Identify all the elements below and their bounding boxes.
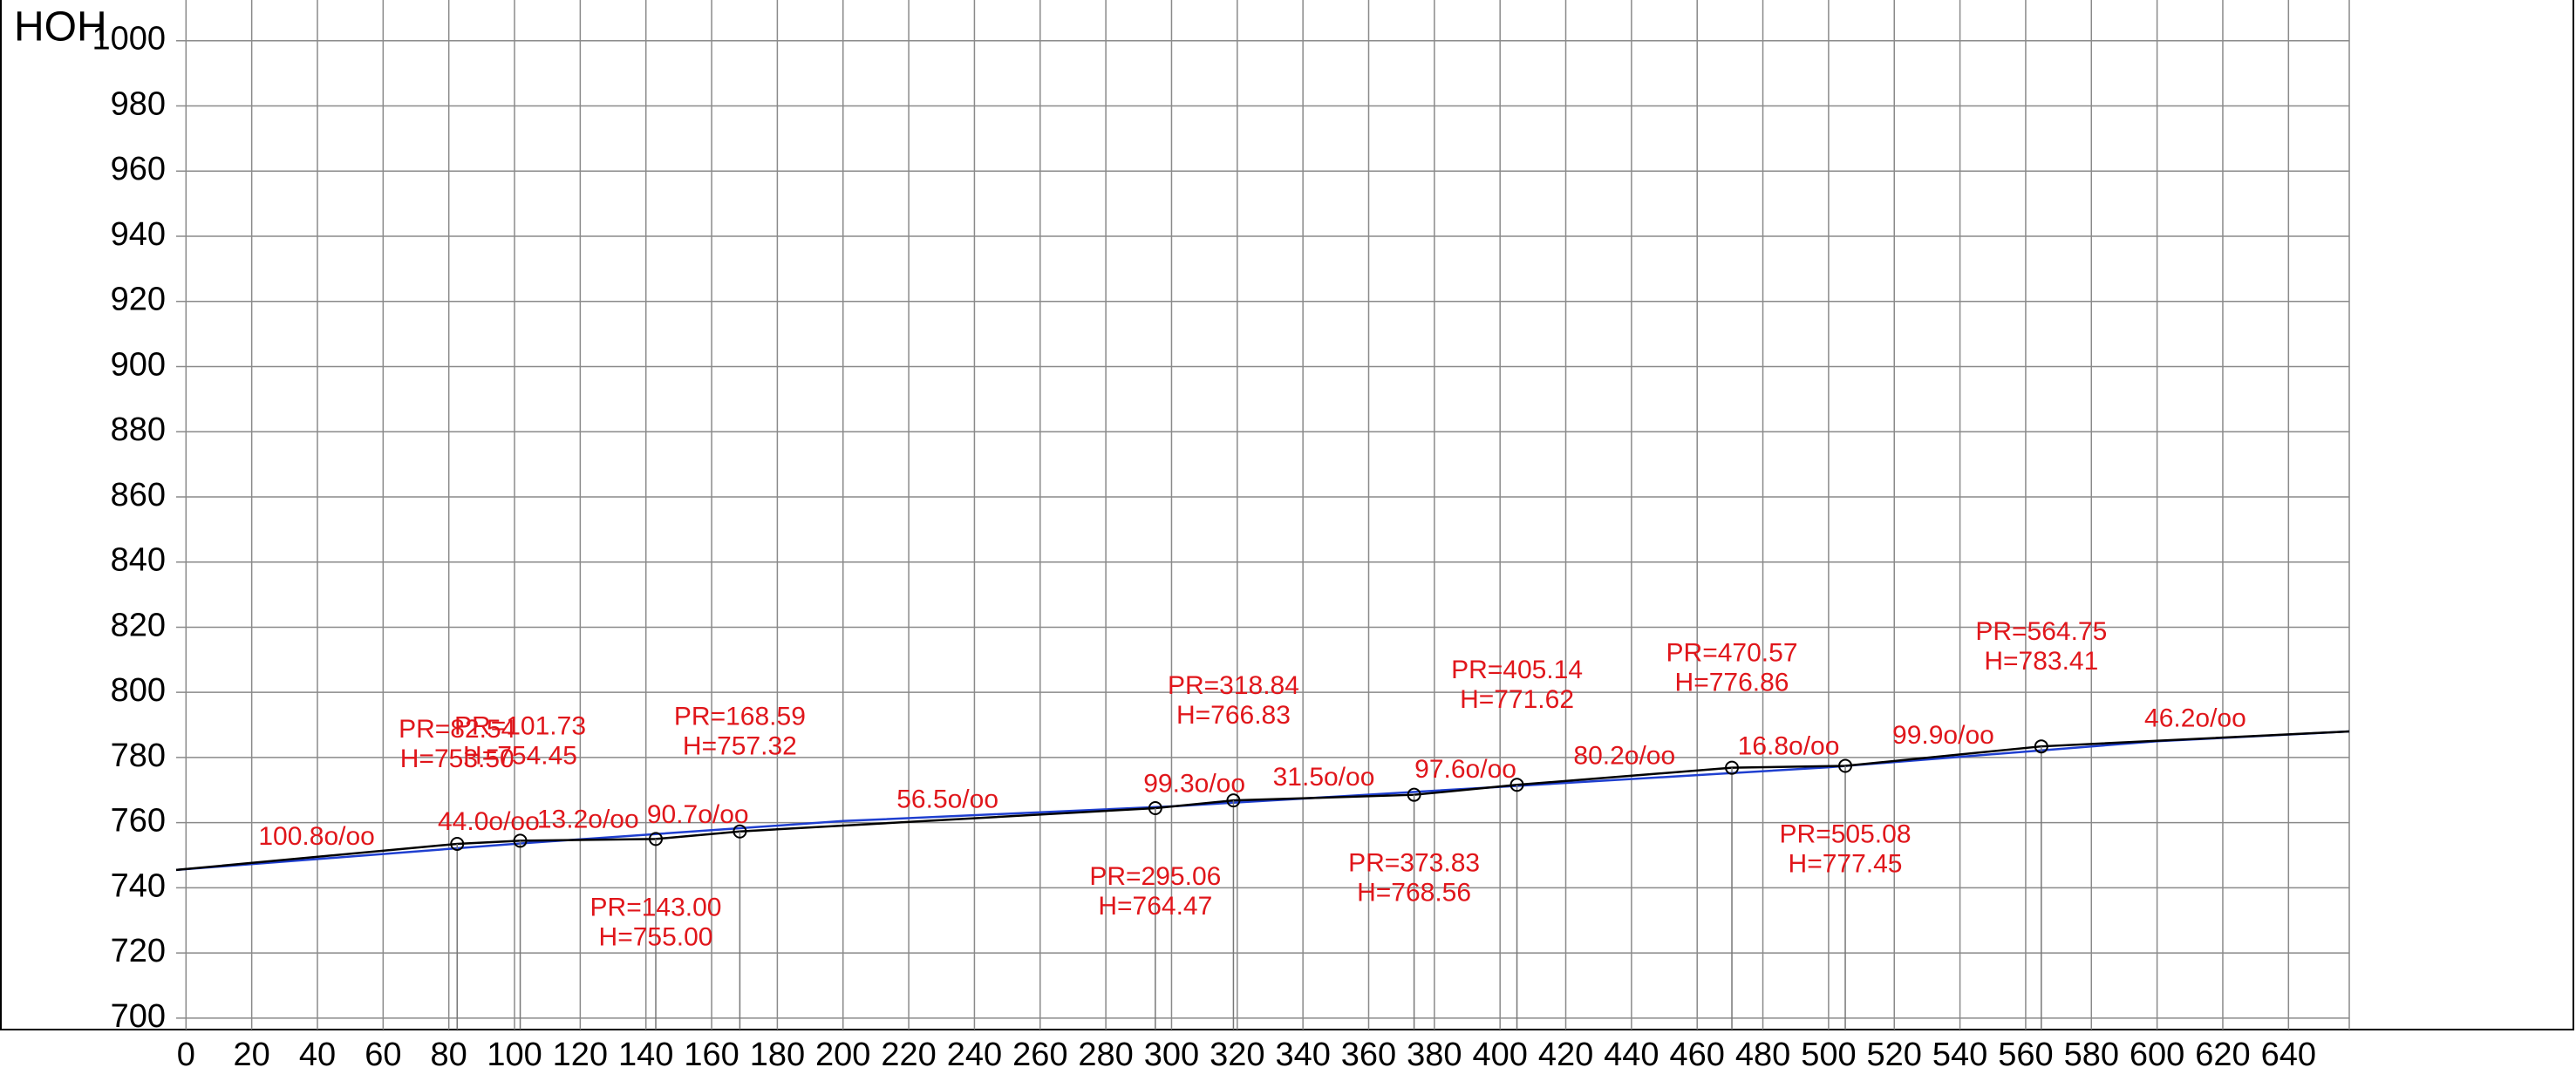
y-tick-label: 920 (111, 282, 166, 318)
y-label: HOH (14, 4, 107, 51)
x-tick-label: 340 (1275, 1037, 1330, 1073)
pvi-marker (2034, 739, 2048, 754)
x-tick-label: 300 (1144, 1037, 1199, 1073)
x-tick-label: 160 (684, 1037, 739, 1073)
grade-label: 80.2o/oo (1573, 741, 1675, 770)
pvi-marker (1509, 778, 1524, 792)
grade-label: 97.6o/oo (1414, 755, 1516, 784)
pvi-marker (1407, 787, 1421, 802)
pvi-marker (1148, 800, 1162, 815)
frame (0, 0, 2574, 1030)
pvi-station: PR=505.08 (1780, 819, 1912, 848)
pvi-station: PR=82.54 (399, 715, 515, 744)
y-tick-label: 800 (111, 672, 166, 709)
pvi-station: PR=101.73 (454, 711, 586, 740)
x-tick-label: 240 (947, 1037, 1002, 1073)
x-tick-label: 60 (365, 1037, 401, 1073)
x-tick-label: 80 (431, 1037, 467, 1073)
pvi-elevation: H=753.50 (400, 744, 515, 773)
x-tick-label: 420 (1538, 1037, 1593, 1073)
pvi-elevation: H=776.86 (1675, 669, 1789, 697)
y-tick-label: 860 (111, 477, 166, 513)
pvi-marker (450, 836, 465, 851)
y-tick-label: 760 (111, 803, 166, 840)
y-tick-label: 900 (111, 346, 166, 383)
x-tick-label: 600 (2130, 1037, 2184, 1073)
pvi-marker (733, 824, 747, 839)
x-tick-label: 20 (234, 1037, 270, 1073)
x-tick-label: 480 (1735, 1037, 1790, 1073)
x-tick-label: 200 (815, 1037, 870, 1073)
y-tick-label: 720 (111, 933, 166, 969)
pvi-elevation: H=757.32 (683, 732, 797, 761)
pvi-station: PR=143.00 (590, 893, 722, 921)
pvi-elevation: H=768.56 (1357, 879, 1471, 908)
y-tick-label: 940 (111, 216, 166, 253)
grade-label: 13.2o/oo (537, 805, 639, 833)
y-tick-label: 700 (111, 998, 166, 1035)
x-tick-label: 460 (1670, 1037, 1725, 1073)
grade-label: 90.7o/oo (647, 800, 749, 829)
x-tick-label: 260 (1012, 1037, 1067, 1073)
pvi-station: PR=373.83 (1348, 849, 1480, 878)
pvi-marker (513, 833, 528, 848)
pvi-elevation: H=754.45 (463, 741, 577, 770)
pvi-elevation: H=755.00 (599, 922, 713, 951)
x-tick-label: 520 (1867, 1037, 1922, 1073)
y-tick-label: 780 (111, 738, 166, 774)
x-tick-label: 180 (750, 1037, 805, 1073)
pvi-station: PR=295.06 (1089, 862, 1221, 891)
y-tick-label: 840 (111, 542, 166, 579)
pvi-station: PR=470.57 (1666, 639, 1798, 668)
grade-label: 100.8o/oo (258, 822, 374, 851)
grade-label: 44.0o/oo (438, 807, 540, 836)
x-tick-label: 540 (1932, 1037, 1987, 1073)
x-tick-label: 280 (1078, 1037, 1133, 1073)
pvi-elevation: H=783.41 (1984, 647, 2098, 676)
x-tick-label: 640 (2261, 1037, 2316, 1073)
y-tick-label: 820 (111, 607, 166, 643)
pvi-marker (1838, 758, 1853, 773)
y-tick-label: 1000 (92, 21, 166, 58)
x-tick-label: 440 (1604, 1037, 1659, 1073)
pvi-station: PR=168.59 (674, 703, 806, 731)
y-tick-label: 740 (111, 867, 166, 904)
x-tick-label: 40 (299, 1037, 336, 1073)
x-tick-label: 120 (553, 1037, 608, 1073)
x-tick-label: 400 (1472, 1037, 1527, 1073)
x-tick-label: 220 (881, 1037, 936, 1073)
pvi-marker (649, 832, 664, 846)
x-tick-label: 500 (1801, 1037, 1856, 1073)
grade-label: 31.5o/oo (1273, 763, 1375, 792)
x-tick-label: 100 (487, 1037, 542, 1073)
grade-label: 99.3o/oo (1143, 769, 1245, 798)
y-tick-label: 960 (111, 151, 166, 187)
pvi-station: PR=405.14 (1451, 656, 1583, 684)
x-tick-label: 380 (1407, 1037, 1462, 1073)
pvi-elevation: H=771.62 (1460, 685, 1574, 714)
x-tick-label: 140 (618, 1037, 673, 1073)
pvi-elevation: H=777.45 (1789, 849, 1903, 878)
x-tick-label: 580 (2064, 1037, 2119, 1073)
grade-label: 46.2o/oo (2144, 704, 2246, 733)
grade-label: 99.9o/oo (1892, 721, 1994, 750)
x-tick-label: 560 (1998, 1037, 2053, 1073)
grade-label: 16.8o/oo (1738, 731, 1840, 760)
pvi-marker (1725, 760, 1740, 775)
pvi-elevation: H=766.83 (1176, 701, 1291, 730)
y-tick-label: 880 (111, 411, 166, 448)
x-tick-label: 360 (1341, 1037, 1396, 1073)
grade-label: 56.5o/oo (896, 785, 998, 813)
x-tick-label: 620 (2195, 1037, 2250, 1073)
pvi-elevation: H=764.47 (1098, 892, 1212, 921)
pvi-marker (1226, 793, 1241, 808)
x-tick-label: 320 (1210, 1037, 1264, 1073)
pvi-station: PR=318.84 (1168, 671, 1299, 700)
x-tick-label: 0 (177, 1037, 195, 1073)
y-tick-label: 980 (111, 85, 166, 122)
pvi-station: PR=564.75 (1975, 617, 2107, 646)
